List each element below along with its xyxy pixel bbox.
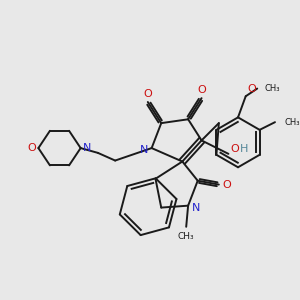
Text: H: H [240, 144, 248, 154]
Text: N: N [83, 143, 92, 153]
Text: CH₃: CH₃ [285, 118, 300, 127]
Text: O: O [197, 85, 206, 95]
Text: CH₃: CH₃ [178, 232, 194, 241]
Text: O: O [143, 89, 152, 99]
Text: O: O [222, 180, 231, 190]
Text: O: O [248, 84, 256, 94]
Text: N: N [192, 202, 200, 213]
Text: N: N [140, 145, 148, 155]
Text: O: O [27, 143, 36, 153]
Text: CH₃: CH₃ [265, 84, 280, 93]
Text: O: O [230, 144, 239, 154]
